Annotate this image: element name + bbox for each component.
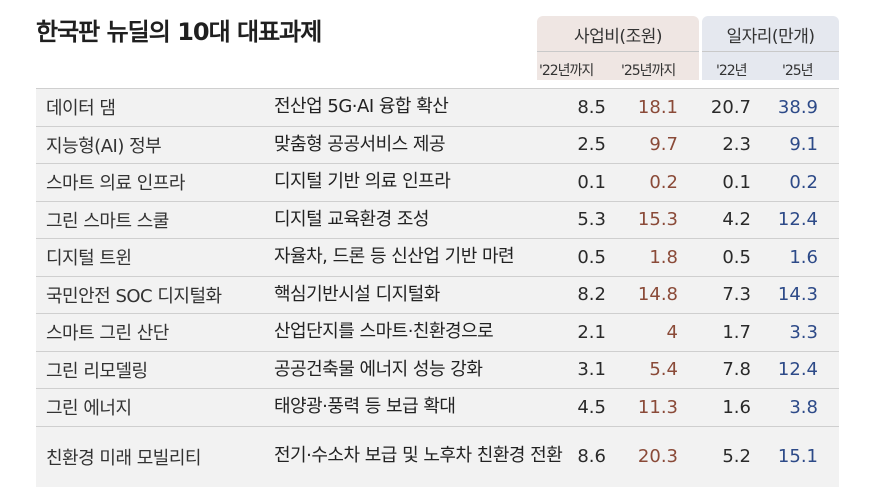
page-title: 한국판 뉴딜의 10대 대표과제 <box>36 18 322 46</box>
row-money-2025: 1.8 <box>649 246 678 268</box>
row-money-2025: 14.8 <box>637 284 678 306</box>
jobs-header: 일자리(만개) '22년 '25년 <box>702 16 839 80</box>
row-jobs-2022: 20.7 <box>710 96 751 118</box>
row-jobs-2022: 7.8 <box>722 359 751 381</box>
row-money-2025: 4 <box>666 321 678 343</box>
row-task: 맞춤형 공공서비스 제공 <box>274 133 446 155</box>
row-money-2022: 8.2 <box>577 284 606 306</box>
row-money-2022: 2.5 <box>577 134 606 156</box>
row-jobs-2022: 2.3 <box>722 134 751 156</box>
row-jobs-2025: 12.4 <box>777 209 818 231</box>
money-header-divider <box>537 51 699 52</box>
row-jobs-2022: 0.5 <box>722 246 751 268</box>
row-task: 자율차, 드론 등 신산업 기반 마련 <box>274 246 515 268</box>
row-jobs-2022: 1.6 <box>722 396 751 418</box>
row-jobs-2025: 15.1 <box>777 446 818 467</box>
row-money-2022: 3.1 <box>577 359 606 381</box>
row-task: 산업단지를 스마트·친환경으로 <box>274 321 494 343</box>
row-jobs-2025: 12.4 <box>777 359 818 381</box>
row-jobs-2025: 1.6 <box>789 246 818 268</box>
jobs-sub-2022: '22년 <box>716 63 748 79</box>
row-jobs-2025: 3.3 <box>789 321 818 343</box>
money-header: 사업비(조원) '22년까지 '25년까지 <box>537 16 699 80</box>
row-money-2022: 8.6 <box>577 446 606 467</box>
money-header-title: 사업비(조원) <box>574 27 662 47</box>
row-jobs-2022: 4.2 <box>722 209 751 231</box>
row-name: 국민안전 SOC 디지털화 <box>46 285 222 307</box>
row-name: 친환경 미래 모빌리티 <box>46 447 201 469</box>
row-task: 공공건축물 에너지 성능 강화 <box>274 358 483 380</box>
row-task: 디지털 기반 의료 인프라 <box>274 171 451 193</box>
row-name: 스마트 그린 산단 <box>46 323 169 345</box>
row-name: 그린 리모델링 <box>46 360 148 382</box>
row-name: 지능형(AI) 정부 <box>46 135 162 157</box>
row-money-2022: 4.5 <box>577 396 606 418</box>
row-name: 그린 에너지 <box>46 398 132 420</box>
row-task: 태양광·풍력 등 보급 확대 <box>274 396 456 418</box>
table-row: 스마트 그린 산단 산업단지를 스마트·친환경으로 2.1 4 1.7 3.3 <box>36 313 839 351</box>
row-money-2025: 15.3 <box>637 209 678 231</box>
row-jobs-2022: 7.3 <box>722 284 751 306</box>
table-row: 그린 리모델링 공공건축물 에너지 성능 강화 3.1 5.4 7.8 12.4 <box>36 350 839 388</box>
row-money-2022: 0.1 <box>577 171 606 193</box>
row-money-2022: 2.1 <box>577 321 606 343</box>
row-money-2025: 0.2 <box>649 171 678 193</box>
row-task: 디지털 교육환경 조성 <box>274 208 429 230</box>
table-row: 디지털 트윈 자율차, 드론 등 신산업 기반 마련 0.5 1.8 0.5 1… <box>36 238 839 276</box>
row-jobs-2025: 14.3 <box>777 284 818 306</box>
row-money-2025: 11.3 <box>637 396 678 418</box>
table-row: 스마트 의료 인프라 디지털 기반 의료 인프라 0.1 0.2 0.1 0.2 <box>36 163 839 201</box>
row-task: 전산업 5G·AI 융합 확산 <box>274 96 449 118</box>
row-money-2025: 18.1 <box>637 96 678 118</box>
row-money-2025: 5.4 <box>649 359 678 381</box>
row-name: 그린 스마트 스쿨 <box>46 210 169 232</box>
row-task: 전기·수소차 보급 및 노후차 친환경 전환 <box>274 445 563 467</box>
money-sub-2025: '25년까지 <box>621 63 676 79</box>
table-row: 데이터 댐 전산업 5G·AI 융합 확산 8.5 18.1 20.7 38.9 <box>36 88 839 126</box>
row-name: 데이터 댐 <box>46 98 116 120</box>
row-name: 스마트 의료 인프라 <box>46 173 185 195</box>
row-jobs-2025: 0.2 <box>789 171 818 193</box>
row-money-2022: 5.3 <box>577 209 606 231</box>
row-jobs-2025: 38.9 <box>777 96 818 118</box>
table-row: 지능형(AI) 정부 맞춤형 공공서비스 제공 2.5 9.7 2.3 9.1 <box>36 125 839 163</box>
jobs-header-title: 일자리(만개) <box>726 27 815 47</box>
table-row: 그린 에너지 태양광·풍력 등 보급 확대 4.5 11.3 1.6 3.8 <box>36 388 839 426</box>
row-money-2022: 0.5 <box>577 246 606 268</box>
table-row: 국민안전 SOC 디지털화 핵심기반시설 디지털화 8.2 14.8 7.3 1… <box>36 275 839 313</box>
table-row: 그린 스마트 스쿨 디지털 교육환경 조성 5.3 15.3 4.2 12.4 <box>36 200 839 238</box>
table-row: 친환경 미래 모빌리티 전기·수소차 보급 및 노후차 친환경 전환 8.6 2… <box>36 425 839 487</box>
row-name: 디지털 트윈 <box>46 248 132 270</box>
money-sub-2022: '22년까지 <box>539 63 594 79</box>
row-jobs-2025: 3.8 <box>789 396 818 418</box>
jobs-header-divider <box>702 51 839 52</box>
row-jobs-2022: 0.1 <box>722 171 751 193</box>
row-jobs-2025: 9.1 <box>789 134 818 156</box>
row-money-2025: 9.7 <box>649 134 678 156</box>
task-table: 데이터 댐 전산업 5G·AI 융합 확산 8.5 18.1 20.7 38.9… <box>36 88 839 487</box>
row-jobs-2022: 5.2 <box>722 446 751 467</box>
row-money-2025: 20.3 <box>637 446 678 467</box>
jobs-sub-2025: '25년 <box>782 63 814 79</box>
row-money-2022: 8.5 <box>577 96 606 118</box>
row-jobs-2022: 1.7 <box>722 321 751 343</box>
row-task: 핵심기반시설 디지털화 <box>274 283 440 305</box>
